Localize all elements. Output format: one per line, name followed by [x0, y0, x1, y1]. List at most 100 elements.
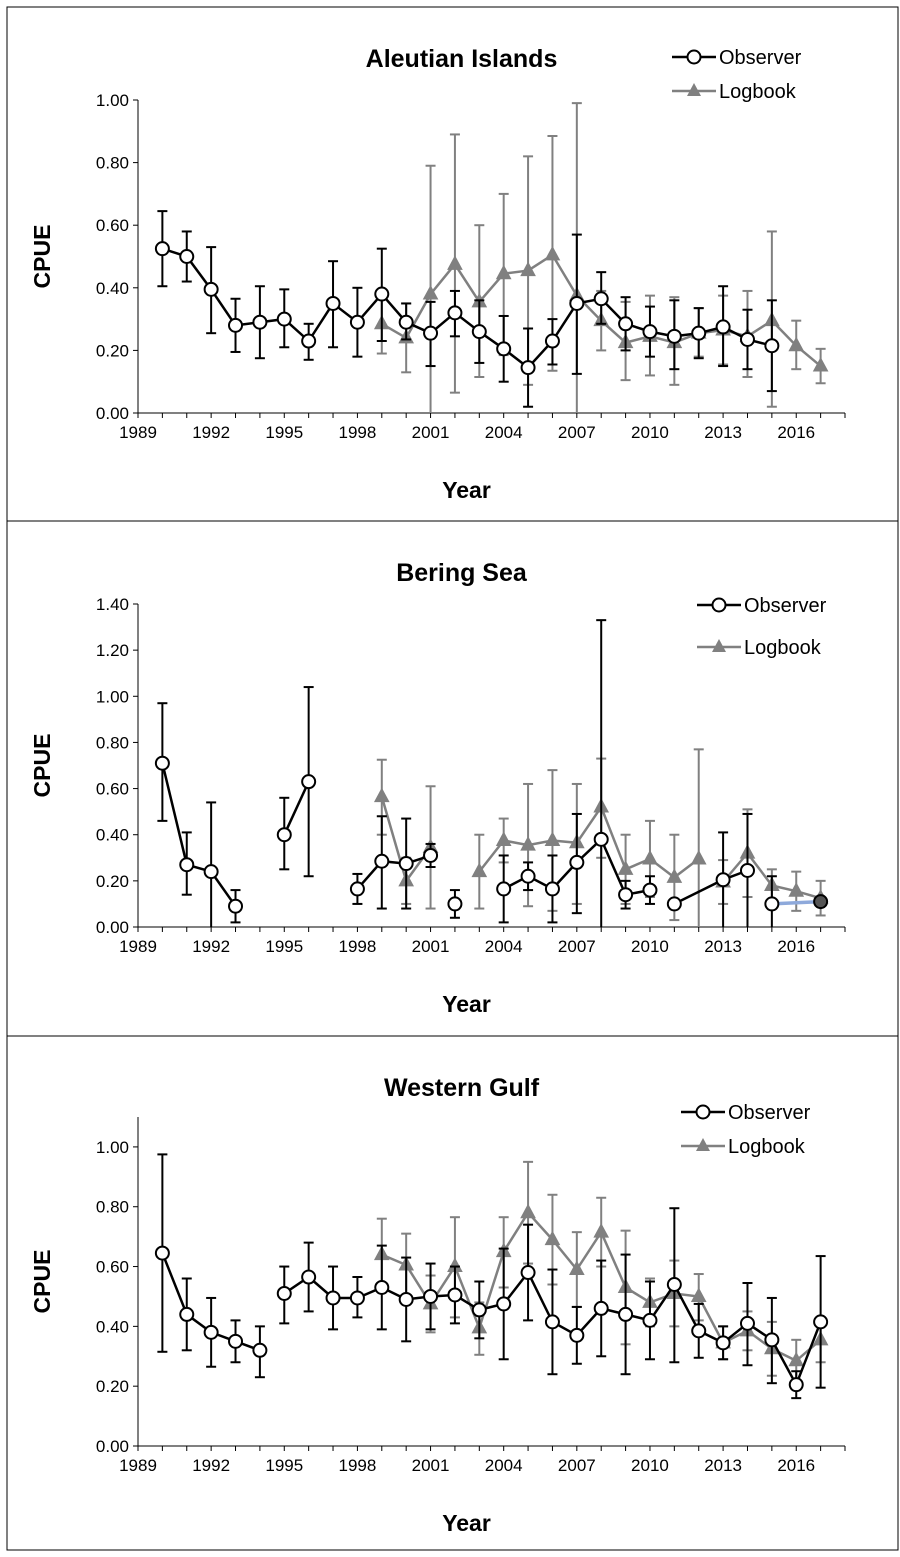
x-tick-label: 1989	[119, 1456, 157, 1475]
y-tick-label: 0.60	[96, 780, 129, 799]
x-tick-label: 2013	[704, 1456, 742, 1475]
chart-title: Bering Sea	[396, 559, 528, 587]
x-tick-label: 1995	[265, 1456, 303, 1475]
data-point	[325, 1290, 341, 1306]
x-tick-label: 2007	[558, 423, 596, 442]
data-point	[471, 324, 487, 340]
y-tick-label: 0.60	[96, 216, 129, 235]
data-point	[325, 295, 341, 311]
legend-logbook-marker	[696, 1138, 710, 1151]
legend-logbook-marker	[712, 639, 726, 652]
x-tick-label: 2010	[631, 423, 669, 442]
x-tick-label: 1998	[338, 937, 376, 956]
data-point	[447, 255, 463, 270]
data-point	[447, 305, 463, 321]
data-point	[276, 1285, 292, 1301]
legend: Observer Logbook	[697, 595, 827, 659]
data-point	[642, 324, 658, 340]
y-tick-label: 0.20	[96, 1377, 129, 1396]
y-tick-label: 0.40	[96, 1317, 129, 1336]
x-axis-label: Year	[442, 1510, 491, 1536]
y-tick-label: 1.40	[96, 595, 129, 614]
x-tick-label: 2007	[558, 1456, 596, 1475]
data-point	[764, 896, 780, 912]
data-point	[618, 887, 634, 903]
x-tick-label: 2016	[777, 937, 815, 956]
data-point	[252, 314, 268, 330]
data-point	[813, 1314, 829, 1330]
x-tick-label: 2001	[412, 937, 450, 956]
data-point	[520, 360, 536, 376]
data-point	[252, 1342, 268, 1358]
data-point	[154, 241, 170, 257]
data-point	[495, 831, 512, 846]
data-point	[495, 264, 512, 280]
data-point	[301, 774, 317, 790]
x-tick-label: 1989	[119, 423, 157, 442]
data-point	[593, 831, 609, 847]
x-tick-label: 2010	[631, 1456, 669, 1475]
data-point	[301, 1269, 317, 1285]
data-point	[228, 898, 244, 914]
panel-frame	[6, 1035, 899, 1551]
y-tick-label: 0.60	[96, 1258, 129, 1277]
data-point	[642, 1312, 658, 1328]
x-tick-label: 1992	[192, 423, 230, 442]
x-tick-label: 1998	[338, 423, 376, 442]
data-point	[593, 1300, 609, 1316]
data-point	[617, 860, 634, 875]
series-observer	[154, 210, 780, 408]
series-line	[771, 899, 821, 906]
data-point	[520, 1265, 536, 1281]
x-tick-label: 2004	[485, 423, 523, 442]
legend-observer-label: Observer	[744, 595, 827, 617]
data-point	[447, 1287, 463, 1303]
data-point	[496, 881, 512, 897]
data-point	[691, 1323, 707, 1339]
x-tick-label: 2010	[631, 937, 669, 956]
data-point	[373, 787, 390, 803]
chart-panel-1: Aleutian Islands 0.00 0.20 0.40 0.60 0.80 1.00…	[6, 6, 899, 522]
data-point	[764, 338, 780, 354]
data-point	[349, 881, 365, 897]
series-line	[478, 804, 700, 879]
legend-logbook-label: Logbook	[719, 81, 797, 103]
data-point	[715, 1335, 731, 1351]
y-axis-label: CPUE	[29, 1250, 55, 1314]
y-tick-label: 0.00	[96, 1437, 129, 1456]
data-point	[715, 319, 731, 335]
data-point	[739, 862, 755, 878]
y-tick-label: 0.80	[96, 733, 129, 752]
x-tick-label: 2004	[485, 937, 523, 956]
data-point	[544, 245, 561, 261]
data-point	[496, 1296, 512, 1312]
x-tick-label: 1992	[192, 1456, 230, 1475]
x-tick-label: 2001	[412, 1456, 450, 1475]
data-point	[569, 854, 585, 870]
data-point	[422, 285, 439, 300]
y-tick-label: 0.80	[96, 154, 129, 173]
x-tick-label: 1989	[119, 937, 157, 956]
data-point	[228, 317, 244, 333]
data-point	[666, 328, 682, 344]
data-point	[228, 1333, 244, 1349]
y-axis-label: CPUE	[29, 734, 55, 798]
legend-logbook-marker	[687, 83, 701, 96]
data-point	[788, 1351, 805, 1367]
legend-observer-marker	[711, 597, 727, 613]
data-point	[568, 1260, 585, 1276]
chart-panel-2: Bering Sea 0.00 0.20 0.40 0.60 0.80 1.00 1.20 1.…	[6, 520, 899, 1037]
data-point	[642, 882, 658, 898]
data-point	[813, 894, 829, 910]
data-point	[618, 1306, 634, 1322]
data-point	[349, 1290, 365, 1306]
data-point	[179, 857, 195, 873]
y-tick-label: 0.20	[96, 341, 129, 360]
data-point	[496, 341, 512, 357]
data-point	[666, 868, 683, 883]
data-point	[593, 291, 609, 307]
data-point	[398, 856, 414, 872]
x-tick-label: 2016	[777, 1456, 815, 1475]
data-point	[349, 314, 365, 330]
